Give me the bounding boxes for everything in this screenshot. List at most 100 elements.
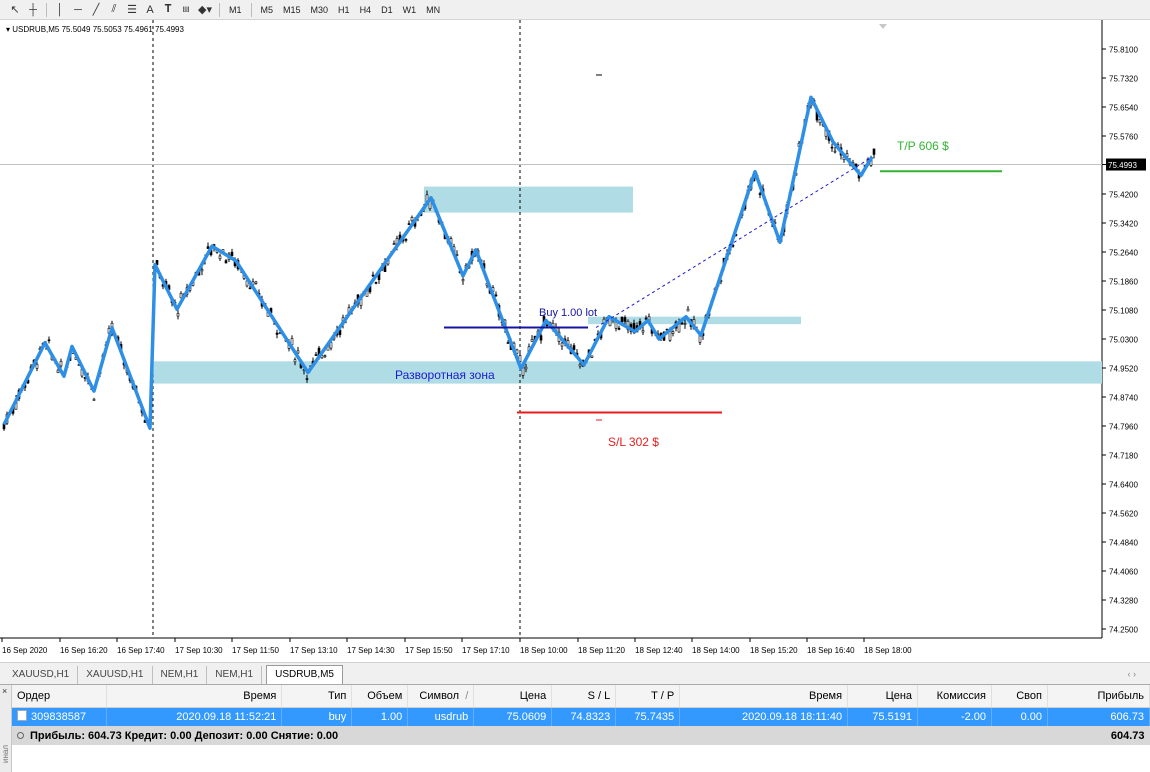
- cell-time-open: 2020.09.18 11:52:21: [106, 707, 283, 726]
- horizontal-line-icon[interactable]: ─: [74, 3, 82, 16]
- timeframe-w1[interactable]: W1: [402, 4, 417, 15]
- column-header-close-price[interactable]: Цена: [847, 685, 919, 708]
- candle-body: [248, 287, 252, 290]
- symbol-tabs: XAUUSD,H1 XAUUSD,H1 NEM,H1 NEM,H1 USDRUB…: [0, 662, 1150, 684]
- candle-body: [323, 355, 327, 358]
- time-tick-label: 17 Sep 15:50: [405, 646, 453, 655]
- candle-body: [230, 251, 234, 256]
- chart-title-text: USDRUB,M5 75.5049 75.5053 75.4961 75.499…: [12, 25, 184, 34]
- cell-volume: 1.00: [351, 707, 409, 726]
- table-row[interactable]: 309838587 2020.09.18 11:52:21 buy 1.00 u…: [12, 707, 1150, 726]
- time-tick-label: 18 Sep 16:40: [807, 646, 855, 655]
- candle-body: [293, 359, 297, 363]
- column-header-tp[interactable]: T / P: [615, 685, 681, 708]
- table-header-row: Ордер Время Тип Объем Символ / Цена S / …: [12, 685, 1150, 708]
- tab-usdrub-m5[interactable]: USDRUB,M5: [266, 665, 343, 684]
- time-tick-label: 16 Sep 2020: [2, 646, 48, 655]
- column-header-commission[interactable]: Комиссия: [917, 685, 993, 708]
- candle-body: [179, 292, 183, 299]
- candle-body: [560, 342, 564, 347]
- tab-nem-h1[interactable]: NEM,H1: [207, 666, 263, 684]
- timeframe-d1[interactable]: D1: [381, 4, 393, 15]
- trendline-icon[interactable]: ╱: [92, 4, 100, 16]
- cell-sl: 74.8323: [551, 707, 617, 726]
- column-header-sl[interactable]: S / L: [551, 685, 617, 708]
- timeframe-h4[interactable]: H4: [359, 4, 372, 15]
- gann-icon[interactable]: ⩏: [182, 3, 190, 15]
- time-tick-label: 17 Sep 14:30: [347, 646, 395, 655]
- timeframe-m1[interactable]: M1: [228, 4, 242, 15]
- candle-body: [47, 339, 51, 342]
- timeframe-mn[interactable]: MN: [426, 4, 441, 15]
- column-header-order[interactable]: Ордер: [12, 685, 108, 708]
- candle-body: [371, 274, 375, 277]
- candle-body: [374, 282, 378, 284]
- candle-body: [680, 322, 684, 325]
- close-icon[interactable]: ×: [2, 686, 8, 696]
- shapes-icon[interactable]: ◆▾: [198, 4, 212, 16]
- toolbar: ↖ ┼ │ ─ ╱ ⫽ ☰ A 𝐓 ⩏ ◆▾ M1 M5 M15 M30 H1 …: [0, 0, 1150, 20]
- candle-body: [59, 360, 63, 367]
- current-price-badge: [1106, 158, 1146, 171]
- fibonacci-icon[interactable]: ☰: [127, 4, 137, 16]
- chart-window[interactable]: Buy 1.00 lot T/P 606 $ S/L 302 $ Разворотна…: [0, 20, 1150, 662]
- time-tick-label: 16 Sep 16:20: [60, 646, 108, 655]
- cursor-icon[interactable]: ↖: [10, 4, 20, 16]
- column-header-time[interactable]: Время: [106, 685, 283, 708]
- candle-body: [572, 345, 576, 350]
- crosshair-icon[interactable]: ┼: [29, 3, 37, 16]
- time-tick-label: 18 Sep 18:00: [864, 646, 912, 655]
- toolbar-separator: [250, 2, 252, 17]
- candle-body: [218, 255, 222, 259]
- cell-price-close: 75.5191: [847, 707, 919, 726]
- tab-nem-h1[interactable]: NEM,H1: [153, 666, 208, 684]
- column-header-swap[interactable]: Своп: [991, 685, 1048, 708]
- column-header-type[interactable]: Тип: [281, 685, 353, 708]
- tab-scroll-arrows[interactable]: ‹ ›: [1127, 669, 1137, 679]
- tab-xauusd-h1[interactable]: XAUUSD,H1: [4, 666, 79, 684]
- cell-order[interactable]: 309838587: [12, 707, 108, 726]
- summary-total: 604.73: [1047, 726, 1150, 745]
- terminal-panel: × инал Ордер Время Тип Объем Символ / Це…: [0, 684, 1150, 772]
- time-tick-label: 17 Sep 13:10: [290, 646, 338, 655]
- timeframe-m30[interactable]: M30: [310, 4, 329, 15]
- column-header-symbol[interactable]: Символ /: [407, 685, 475, 708]
- column-header-price[interactable]: Цена: [473, 685, 553, 708]
- zone-label: Разворотная зона: [395, 368, 495, 382]
- price-tick-label: 75.5760: [1109, 133, 1138, 142]
- orders-table: Ордер Время Тип Объем Символ / Цена S / …: [12, 685, 1150, 745]
- collapse-icon[interactable]: ▾: [6, 25, 13, 34]
- time-tick-label: 18 Sep 12:40: [635, 646, 683, 655]
- candle-body: [224, 260, 228, 264]
- price-tick-label: 74.7960: [1109, 423, 1138, 432]
- price-tick-label: 74.9520: [1109, 365, 1138, 374]
- toolbar-separator: [46, 2, 47, 17]
- timeframe-m5[interactable]: M5: [260, 4, 274, 15]
- time-tick-label: 17 Sep 11:50: [232, 646, 280, 655]
- candle-body: [830, 146, 834, 149]
- tab-xauusd-h1[interactable]: XAUUSD,H1: [78, 666, 153, 684]
- column-header-symbol-label: Символ: [419, 689, 460, 702]
- column-header-volume[interactable]: Объем: [351, 685, 409, 708]
- price-tick-label: 74.2500: [1109, 626, 1138, 635]
- cell-profit: 606.73: [1047, 707, 1150, 726]
- cell-time-close: 2020.09.18 18:11:40: [679, 707, 849, 726]
- vertical-line-icon[interactable]: │: [56, 3, 64, 16]
- column-header-profit[interactable]: Прибыль: [1047, 685, 1150, 708]
- candle-body: [410, 217, 414, 221]
- time-tick-label: 16 Sep 17:40: [117, 646, 165, 655]
- price-tick-label: 75.6540: [1109, 104, 1138, 113]
- label-icon[interactable]: 𝐓: [164, 3, 172, 15]
- trade-path-line: [595, 156, 873, 328]
- price-tick-label: 75.7320: [1109, 75, 1138, 84]
- timeframe-h1[interactable]: H1: [338, 4, 350, 15]
- timeframe-m15[interactable]: M15: [283, 4, 301, 15]
- column-header-close-time[interactable]: Время: [679, 685, 849, 708]
- price-chart[interactable]: Buy 1.00 lot T/P 606 $ S/L 302 $ Разворотна…: [0, 20, 1150, 662]
- price-tick-label: 74.7180: [1109, 452, 1138, 461]
- zigzag-line: [2, 95, 874, 430]
- candle-body: [539, 335, 543, 341]
- text-icon[interactable]: A: [146, 3, 154, 16]
- candle-body: [404, 239, 408, 241]
- channel-icon[interactable]: ⫽: [111, 3, 117, 15]
